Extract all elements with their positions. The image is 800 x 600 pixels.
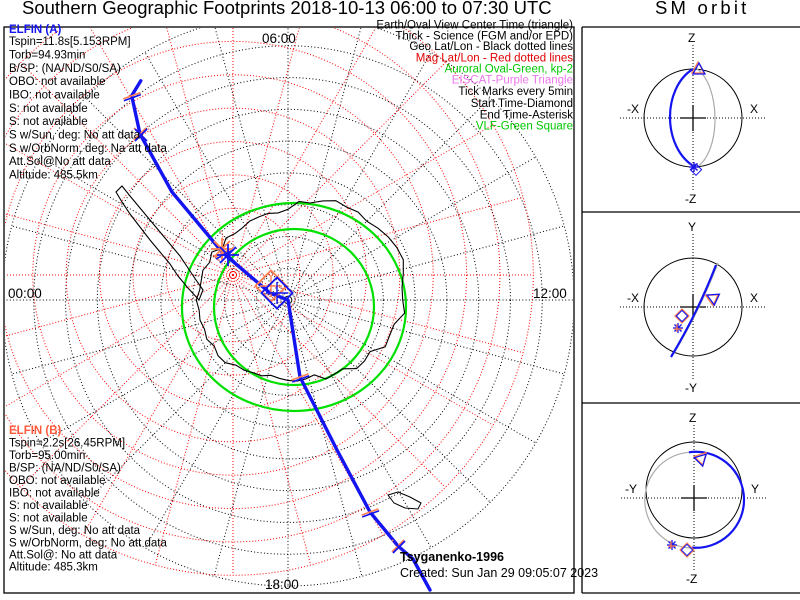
svg-text:Tick Marks every 5min: Tick Marks every 5min xyxy=(458,86,573,98)
svg-text:Geo Lat/Lon - Black dotted lin: Geo Lat/Lon - Black dotted lines xyxy=(409,41,573,53)
svg-text:Att.Sol@No att data: Att.Sol@No att data xyxy=(9,156,111,168)
svg-text:Y: Y xyxy=(751,482,759,496)
svg-text:Torb=94.93min: Torb=94.93min xyxy=(9,50,85,62)
svg-text:-X: -X xyxy=(627,102,639,116)
svg-text:-X: -X xyxy=(627,291,639,305)
svg-text:S: not available: S: not available xyxy=(9,116,88,128)
svg-text:S w/OrbNorm, deg: Na att data: S w/OrbNorm, deg: Na att data xyxy=(9,143,167,155)
svg-text:-Z: -Z xyxy=(685,192,696,206)
svg-text:S w/Sun, deg: No att data: S w/Sun, deg: No att data xyxy=(9,525,141,537)
svg-text:S: not available: S: not available xyxy=(9,103,88,115)
svg-text:S: not available: S: not available xyxy=(9,513,88,525)
svg-text:VLF-Green Square: VLF-Green Square xyxy=(476,121,573,133)
svg-text:Y: Y xyxy=(688,220,696,234)
svg-text:12:00: 12:00 xyxy=(533,286,567,301)
svg-text:Start Time-Diamond: Start Time-Diamond xyxy=(471,98,573,110)
svg-text:OBO: not available: OBO: not available xyxy=(9,475,106,487)
svg-text:-Y: -Y xyxy=(625,482,637,496)
svg-text:ELFIN (A): ELFIN (A) xyxy=(9,24,62,36)
svg-text:-Z: -Z xyxy=(686,572,697,586)
svg-text:S w/Sun, deg: No att data: S w/Sun, deg: No att data xyxy=(9,129,141,141)
svg-text:00:00: 00:00 xyxy=(8,286,42,301)
svg-text:06:00: 06:00 xyxy=(262,31,296,46)
svg-text:Southern Geographic Footprints: Southern Geographic Footprints 2018-10-1… xyxy=(22,0,552,18)
svg-text:Tspin=11.8s[5.153RPM]: Tspin=11.8s[5.153RPM] xyxy=(9,36,131,48)
svg-text:Att.Sol@: No att data: Att.Sol@: No att data xyxy=(9,550,118,562)
svg-text:Z: Z xyxy=(689,411,696,425)
svg-text:Torb=95.00min: Torb=95.00min xyxy=(9,450,85,462)
svg-text:Tsyganenko-1996: Tsyganenko-1996 xyxy=(400,550,504,564)
svg-text:Created: Sun Jan 29 09:05:07 2: Created: Sun Jan 29 09:05:07 2023 xyxy=(400,566,598,580)
svg-text:OBO: not available: OBO: not available xyxy=(9,76,106,88)
svg-text:-Y: -Y xyxy=(685,381,697,395)
svg-text:X: X xyxy=(750,291,758,305)
svg-text:IBO: not available: IBO: not available xyxy=(9,90,100,102)
svg-text:X: X xyxy=(750,102,758,116)
svg-text:ELFIN (B): ELFIN (B) xyxy=(9,425,62,437)
svg-text:B/SP: (NA/ND/S0/SA): B/SP: (NA/ND/S0/SA) xyxy=(9,463,121,475)
svg-text:Z: Z xyxy=(688,31,695,45)
svg-text:Altitude: 485.5km: Altitude: 485.5km xyxy=(9,169,98,181)
svg-text:B/SP: (NA/ND/S0/SA): B/SP: (NA/ND/S0/SA) xyxy=(9,63,121,75)
svg-text:Altitude: 485.3km: Altitude: 485.3km xyxy=(9,561,98,573)
svg-text:IBO: not available: IBO: not available xyxy=(9,488,100,500)
svg-text:SM orbit: SM orbit xyxy=(655,0,749,18)
svg-text:S w/OrbNorm, deg: No att data: S w/OrbNorm, deg: No att data xyxy=(9,538,167,550)
svg-text:S: not available: S: not available xyxy=(9,500,88,512)
svg-text:EISCAT-Purple Triangle: EISCAT-Purple Triangle xyxy=(452,75,573,87)
svg-text:Tspin=2.2s[26.45RPM]: Tspin=2.2s[26.45RPM] xyxy=(9,438,125,450)
svg-text:18:00: 18:00 xyxy=(265,577,299,592)
